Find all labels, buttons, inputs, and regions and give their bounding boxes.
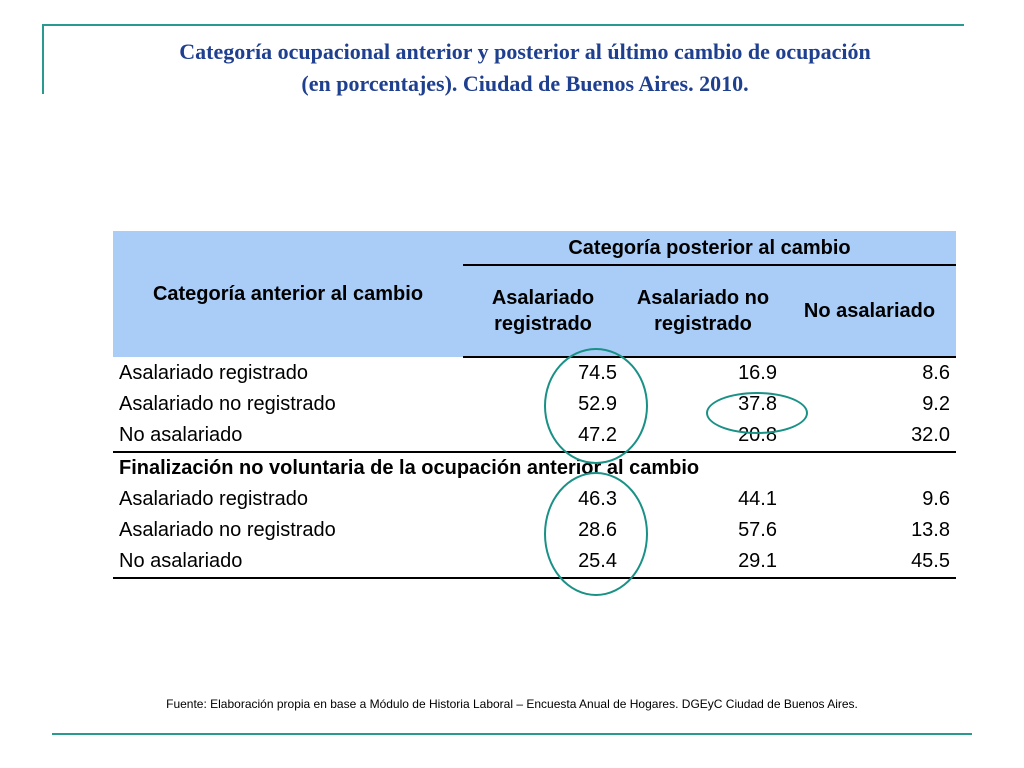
slide-title: Categoría ocupacional anterior y posteri… — [60, 36, 990, 100]
table-cell: 44.1 — [738, 488, 777, 510]
highlight-ellipse-group1-column1 — [544, 348, 648, 464]
title-line-2: (en porcentajes). Ciudad de Buenos Aires… — [301, 71, 749, 96]
table-cell: 45.5 — [783, 546, 956, 579]
table-cell: 16.9 — [738, 362, 777, 384]
column-header-asalariado-no-registrado: Asalariado no registrado — [623, 265, 783, 358]
row-label: Asalariado no registrado — [119, 519, 336, 541]
table-row: Asalariado registrado 46.3 44.1 9.6 — [113, 484, 956, 515]
table-cell: 13.8 — [911, 519, 950, 541]
table-cell: 8.6 — [922, 362, 950, 384]
table-row: No asalariado 47.2 20.8 32.0 — [113, 420, 956, 452]
header-categoria-anterior: Categoría anterior al cambio — [113, 231, 463, 357]
table-row: Asalariado no registrado 28.6 57.6 13.8 — [113, 515, 956, 546]
table-row: No asalariado 25.4 29.1 45.5 — [113, 546, 956, 579]
section-label: Finalización no voluntaria de la ocupaci… — [113, 451, 956, 484]
row-label: Asalariado no registrado — [119, 393, 336, 415]
source-note: Fuente: Elaboración propia en base a Mód… — [166, 697, 858, 711]
table-row: Asalariado no registrado 52.9 37.8 9.2 — [113, 389, 956, 420]
row-label: Asalariado registrado — [119, 488, 308, 510]
table-cell: 9.6 — [922, 488, 950, 510]
row-label: No asalariado — [119, 424, 243, 446]
top-rule — [42, 24, 964, 26]
table-cell: 57.6 — [738, 519, 777, 541]
section-row: Finalización no voluntaria de la ocupaci… — [113, 451, 956, 484]
header-categoria-posterior: Categoría posterior al cambio — [463, 231, 956, 266]
highlight-ellipse-cell-37-8 — [706, 392, 808, 434]
table-row: Asalariado registrado 74.5 16.9 8.6 — [113, 357, 956, 389]
highlight-ellipse-group2-column1 — [544, 472, 648, 596]
table-cell: 32.0 — [911, 424, 950, 446]
row-label: No asalariado — [113, 546, 463, 579]
table-cell: 9.2 — [922, 393, 950, 415]
bottom-rule — [52, 733, 972, 735]
column-header-asalariado-registrado: Asalariado registrado — [463, 265, 623, 358]
table-cell: 29.1 — [623, 546, 783, 579]
column-header-no-asalariado: No asalariado — [783, 265, 956, 358]
row-label: Asalariado registrado — [119, 361, 308, 384]
left-rule — [42, 24, 44, 94]
title-line-1: Categoría ocupacional anterior y posteri… — [179, 39, 871, 64]
data-table: Categoría anterior al cambio Categoría p… — [113, 231, 956, 579]
